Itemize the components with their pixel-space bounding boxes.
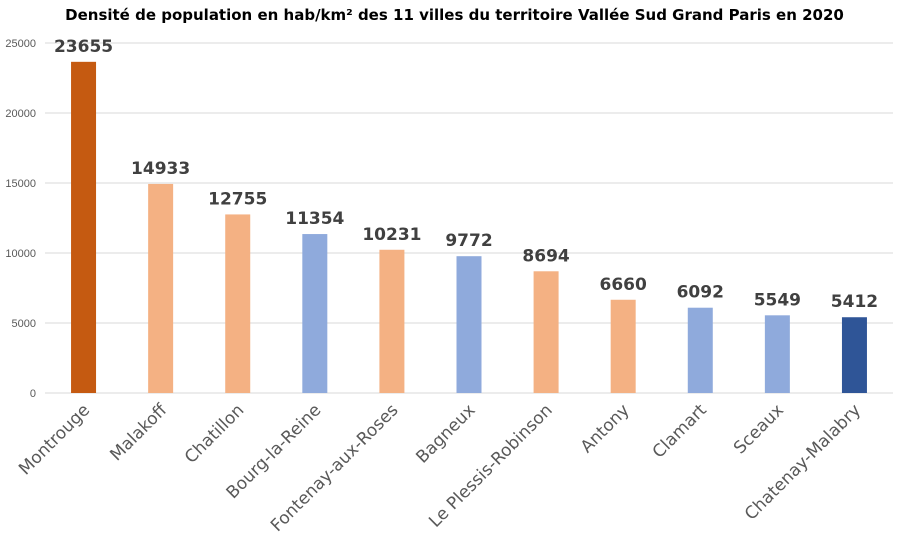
bar [379, 249, 405, 393]
bar [302, 234, 328, 393]
y-tick-label: 0 [30, 388, 36, 400]
data-label: 6092 [677, 283, 724, 303]
data-label: 5549 [754, 290, 801, 310]
data-label: 8694 [522, 246, 569, 266]
data-label: 14933 [131, 159, 190, 179]
bar [225, 214, 251, 393]
chart-title: Densité de population en hab/km² des 11 … [65, 6, 844, 24]
bar [148, 183, 174, 393]
x-tick-label: Chatillon [181, 400, 248, 467]
bar [764, 315, 790, 393]
data-label: 23655 [54, 37, 113, 57]
bar [610, 299, 636, 393]
x-tick-label: Antony [577, 400, 634, 457]
data-label: 10231 [362, 225, 421, 245]
y-tick-label: 20000 [5, 108, 36, 120]
x-tick-label: Bagneux [412, 400, 479, 467]
data-label: 9772 [445, 231, 492, 251]
bar [71, 61, 97, 394]
x-tick-label: Montrouge [15, 400, 94, 479]
y-tick-label: 25000 [5, 38, 36, 50]
data-label: 6660 [600, 275, 647, 295]
y-tick-label: 10000 [5, 248, 36, 260]
data-label: 12755 [208, 189, 267, 209]
bar [533, 271, 559, 393]
x-tick-label: Fontenay-aux-Roses [267, 400, 403, 536]
data-label: 11354 [285, 209, 344, 229]
x-tick-label: Malakoff [106, 399, 172, 465]
data-label: 5412 [831, 292, 878, 312]
bar [841, 317, 867, 393]
x-tick-label: Sceaux [730, 400, 788, 458]
bar [456, 256, 482, 393]
y-tick-label: 15000 [5, 178, 36, 190]
bar [687, 307, 713, 393]
x-tick-label: Clamart [649, 400, 711, 462]
y-tick-label: 5000 [12, 318, 36, 330]
